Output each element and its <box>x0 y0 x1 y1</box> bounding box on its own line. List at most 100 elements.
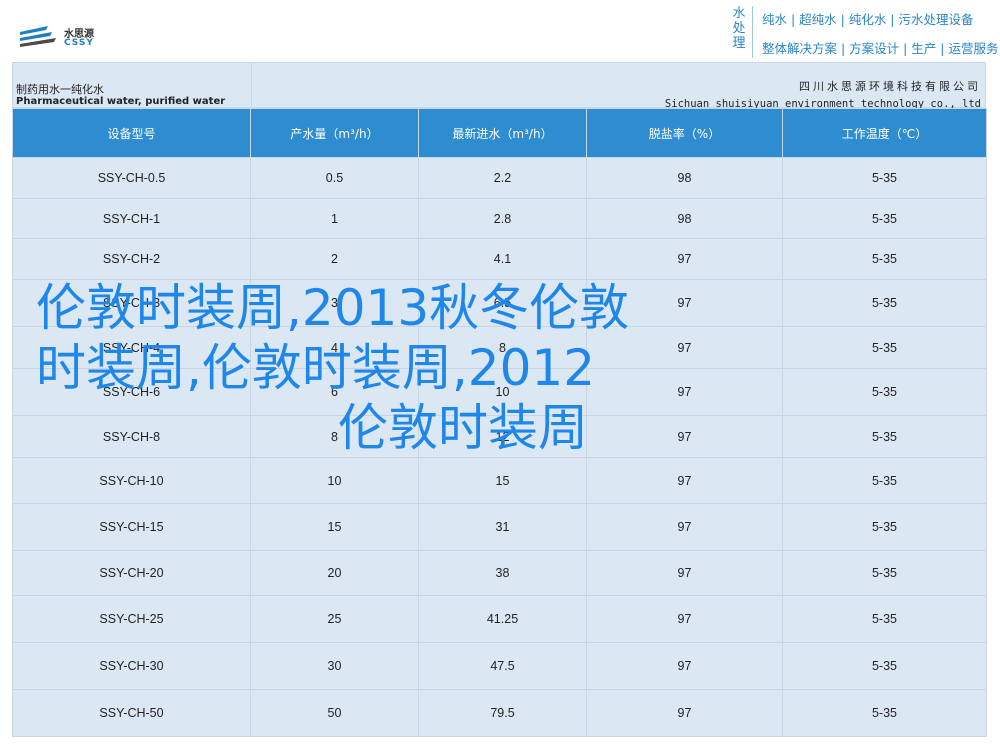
model-cell: SSY-CH-10 <box>12 457 251 504</box>
overlay-headline: 伦敦时装周,2013秋冬伦敦 时装周,伦敦时装周,2012 伦敦时装周 <box>36 278 836 458</box>
header-model: 设备型号 <box>12 108 251 158</box>
temperature-cell: 5-35 <box>782 689 987 737</box>
table-row: SSY-CH-6 6 10 97 5-35 <box>12 368 987 416</box>
temperature-cell: 5-35 <box>782 198 987 239</box>
model-cell: SSY-CH-3 <box>12 279 251 327</box>
output-cell: 3 <box>250 279 419 327</box>
desalination-cell: 97 <box>586 279 783 327</box>
inflow-cell: 2.2 <box>418 157 587 199</box>
model-cell: SSY-CH-25 <box>12 595 251 643</box>
product-title-cn: 制药用水一纯化水 <box>16 83 104 96</box>
model-cell: SSY-CH-50 <box>12 689 251 737</box>
company-name-block: 四川水思源环境科技有限公司 Sichuan shuisiyuan environ… <box>665 78 981 110</box>
temperature-cell: 5-35 <box>782 503 987 551</box>
table-row: SSY-CH-30 30 47.5 97 5-35 <box>12 642 987 690</box>
inflow-cell: 15 <box>418 457 587 504</box>
model-cell: SSY-CH-2 <box>12 238 251 280</box>
desalination-cell: 97 <box>586 503 783 551</box>
temperature-cell: 5-35 <box>782 368 987 416</box>
temperature-cell: 5-35 <box>782 238 987 280</box>
output-cell: 10 <box>250 457 419 504</box>
output-cell: 2 <box>250 238 419 280</box>
table-row: SSY-CH-20 20 38 97 5-35 <box>12 550 987 596</box>
desalination-cell: 97 <box>586 550 783 596</box>
table-row: SSY-CH-50 50 79.5 97 5-35 <box>12 689 987 737</box>
company-logo[interactable]: 水思源 CSSY <box>18 22 118 52</box>
brand-divider <box>752 6 753 58</box>
temperature-cell: 5-35 <box>782 457 987 504</box>
header-inflow: 最新进水（m³/h） <box>418 108 587 158</box>
overlay-line-2: 时装周,伦敦时装周,2012 <box>36 339 596 397</box>
company-name-cn: 四川水思源环境科技有限公司 <box>799 80 981 93</box>
table-row: SSY-CH-2 2 4.1 97 5-35 <box>12 238 987 280</box>
brand-services-line: 整体解决方案 | 方案设计 | 生产 | 运营服务 <box>762 41 999 56</box>
inflow-cell: 10 <box>418 368 587 416</box>
model-cell: SSY-CH-6 <box>12 368 251 416</box>
inflow-cell: 2.8 <box>418 198 587 239</box>
temperature-cell: 5-35 <box>782 415 987 458</box>
desalination-cell: 97 <box>586 457 783 504</box>
inflow-cell: 31 <box>418 503 587 551</box>
model-cell: SSY-CH-1 <box>12 198 251 239</box>
inflow-cell: 47.5 <box>418 642 587 690</box>
temperature-cell: 5-35 <box>782 157 987 199</box>
brand-products-line: 纯水 | 超纯水 | 纯化水 | 污水处理设备 <box>762 12 974 27</box>
product-title-en: Pharmaceutical water, purified water <box>16 96 226 107</box>
output-cell: 50 <box>250 689 419 737</box>
desalination-cell: 97 <box>586 689 783 737</box>
logo-text-cn: 水思源 <box>64 29 94 40</box>
output-cell: 0.5 <box>250 157 419 199</box>
table-row: SSY-CH-10 10 15 97 5-35 <box>12 457 987 504</box>
table-row: SSY-CH-8 8 12 97 5-35 <box>12 415 987 458</box>
table-row: SSY-CH-0.5 0.5 2.2 98 5-35 <box>12 157 987 199</box>
table-row: SSY-CH-25 25 41.25 97 5-35 <box>12 595 987 643</box>
model-cell: SSY-CH-20 <box>12 550 251 596</box>
table-header-row: 设备型号 产水量（m³/h） 最新进水（m³/h） 脱盐率（%） 工作温度（℃） <box>12 108 987 158</box>
desalination-cell: 97 <box>586 415 783 458</box>
model-cell: SSY-CH-4 <box>12 326 251 369</box>
desalination-cell: 97 <box>586 368 783 416</box>
table-row: SSY-CH-3 3 6.5 97 5-35 <box>12 279 987 327</box>
output-cell: 15 <box>250 503 419 551</box>
inflow-cell: 6.5 <box>418 279 587 327</box>
inflow-cell: 8 <box>418 326 587 369</box>
model-cell: SSY-CH-30 <box>12 642 251 690</box>
temperature-cell: 5-35 <box>782 326 987 369</box>
inflow-cell: 12 <box>418 415 587 458</box>
spec-table: 设备型号 产水量（m³/h） 最新进水（m³/h） 脱盐率（%） 工作温度（℃）… <box>12 108 987 737</box>
output-cell: 8 <box>250 415 419 458</box>
output-cell: 25 <box>250 595 419 643</box>
header-temperature: 工作温度（℃） <box>782 108 987 158</box>
temperature-cell: 5-35 <box>782 279 987 327</box>
output-cell: 6 <box>250 368 419 416</box>
inflow-cell: 79.5 <box>418 689 587 737</box>
page-header: 水思源 CSSY 水处理 纯水 | 超纯水 | 纯化水 | 污水处理设备 整体解… <box>0 0 1000 62</box>
model-cell: SSY-CH-15 <box>12 503 251 551</box>
water-logo-icon <box>20 26 56 47</box>
overlay-line-3: 伦敦时装周 <box>338 399 588 457</box>
temperature-cell: 5-35 <box>782 642 987 690</box>
company-name-en: Sichuan shuisiyuan environment technolog… <box>664 98 981 110</box>
table-row: SSY-CH-1 1 2.8 98 5-35 <box>12 198 987 239</box>
model-cell: SSY-CH-8 <box>12 415 251 458</box>
desalination-cell: 98 <box>586 157 783 199</box>
overlay-line-1: 伦敦时装周,2013秋冬伦敦 <box>36 279 630 337</box>
temperature-cell: 5-35 <box>782 550 987 596</box>
desalination-cell: 97 <box>586 595 783 643</box>
inflow-cell: 41.25 <box>418 595 587 643</box>
table-row: SSY-CH-15 15 31 97 5-35 <box>12 503 987 551</box>
output-cell: 4 <box>250 326 419 369</box>
output-cell: 20 <box>250 550 419 596</box>
output-cell: 30 <box>250 642 419 690</box>
header-output: 产水量（m³/h） <box>250 108 419 158</box>
product-title-cell: 制药用水一纯化水 Pharmaceutical water, purified … <box>13 63 252 107</box>
title-bar: 制药用水一纯化水 Pharmaceutical water, purified … <box>12 62 986 110</box>
desalination-cell: 97 <box>586 642 783 690</box>
logo-text-en: CSSY <box>64 38 94 48</box>
output-cell: 1 <box>250 198 419 239</box>
brand-vertical-text: 水处理 <box>732 6 746 51</box>
model-cell: SSY-CH-0.5 <box>12 157 251 199</box>
temperature-cell: 5-35 <box>782 595 987 643</box>
inflow-cell: 4.1 <box>418 238 587 280</box>
table-body: SSY-CH-0.5 0.5 2.2 98 5-35 SSY-CH-1 1 2.8 98 5-35… <box>12 157 987 737</box>
